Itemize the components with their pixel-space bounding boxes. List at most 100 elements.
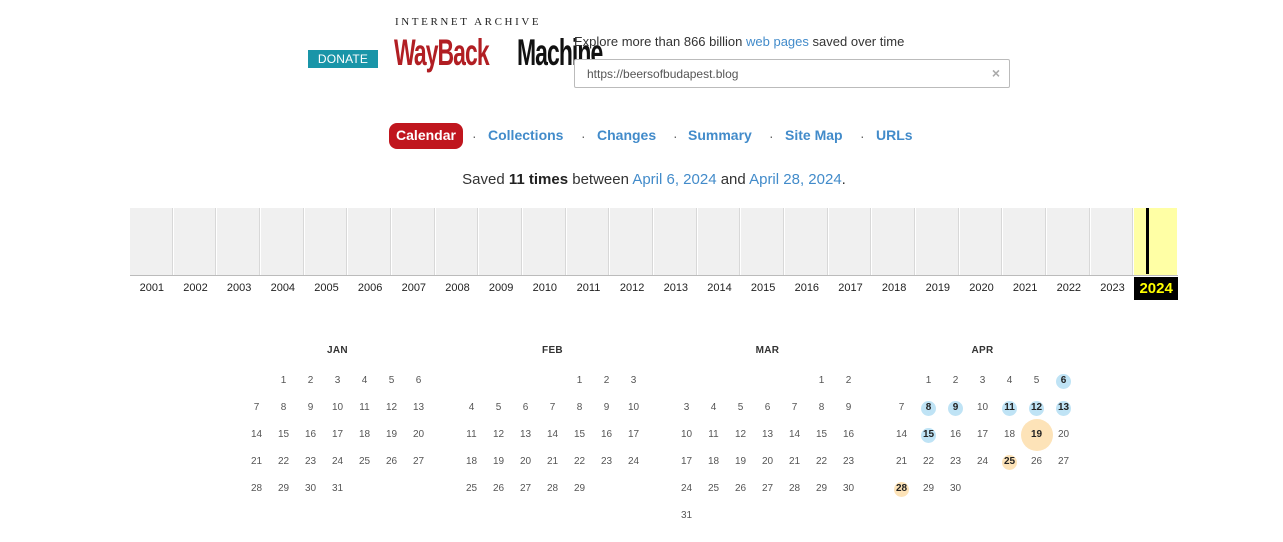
year-column-2023[interactable]: 2023 xyxy=(1090,208,1135,300)
calendar-day: 4 xyxy=(700,398,727,418)
day-number: 27 xyxy=(412,456,425,467)
donate-button[interactable]: DONATE xyxy=(308,50,378,68)
year-column-2007[interactable]: 2007 xyxy=(392,208,436,300)
year-column-2008[interactable]: 2008 xyxy=(435,208,480,300)
last-capture-link[interactable]: April 28, 2024 xyxy=(749,171,842,188)
year-column-2003[interactable]: 2003 xyxy=(217,208,261,300)
calendar-day: 13 xyxy=(754,425,781,445)
calendar-day-snapshot[interactable]: 12 xyxy=(1023,398,1050,418)
year-label: 2011 xyxy=(576,282,601,294)
calendar-day-snapshot[interactable]: 9 xyxy=(942,398,969,418)
year-column-2010[interactable]: 2010 xyxy=(523,208,567,300)
year-column-2013[interactable]: 2013 xyxy=(654,208,698,300)
calendar-day-snapshot[interactable]: 11 xyxy=(996,398,1023,418)
year-column-2022[interactable]: 2022 xyxy=(1047,208,1091,300)
year-column-2017[interactable]: 2017 xyxy=(828,208,873,300)
day-number: 5 xyxy=(495,402,502,413)
calendar-day: 19 xyxy=(485,452,512,472)
calendar-day: 29 xyxy=(808,479,835,499)
clear-search-icon[interactable]: × xyxy=(991,65,1000,81)
year-column-2024[interactable]: 2024 xyxy=(1134,208,1178,300)
year-column-2001[interactable]: 2001 xyxy=(130,208,174,300)
day-number: 21 xyxy=(895,456,908,467)
calendar-day-snapshot[interactable]: 25 xyxy=(996,452,1023,472)
year-label: 2017 xyxy=(838,282,863,294)
calendar-day-snapshot[interactable]: 15 xyxy=(915,425,942,445)
year-column-2009[interactable]: 2009 xyxy=(479,208,523,300)
year-column-2015[interactable]: 2015 xyxy=(741,208,785,300)
calendar-day-snapshot[interactable]: 13 xyxy=(1050,398,1077,418)
year-bar xyxy=(435,208,479,275)
year-bar xyxy=(217,208,260,275)
url-search-input[interactable] xyxy=(585,66,989,82)
logo-internet-archive-text: INTERNET ARCHIVE xyxy=(395,16,542,28)
first-capture-link[interactable]: April 6, 2024 xyxy=(632,171,717,188)
year-bar xyxy=(872,208,915,275)
calendar-day: 23 xyxy=(835,452,862,472)
summary-and: and xyxy=(720,171,746,188)
year-column-2005[interactable]: 2005 xyxy=(304,208,349,300)
day-number: 22 xyxy=(277,456,290,467)
year-column-2011[interactable]: 2011 xyxy=(566,208,611,300)
url-search-box: × xyxy=(574,59,1010,88)
calendar-day-snapshot[interactable]: 8 xyxy=(915,398,942,418)
day-number: 16 xyxy=(304,429,317,440)
year-column-2020[interactable]: 2020 xyxy=(959,208,1004,300)
calendar-day: 8 xyxy=(808,398,835,418)
calendar-day: 20 xyxy=(1050,425,1077,445)
year-bar xyxy=(523,208,566,275)
year-bar xyxy=(304,208,348,275)
day-number: 18 xyxy=(358,429,371,440)
calendar-day: 29 xyxy=(915,479,942,499)
tab-collections[interactable]: Collections xyxy=(488,127,564,143)
tagline-suffix: saved over time xyxy=(812,34,905,49)
day-number: 17 xyxy=(976,429,989,440)
calendar-day: 25 xyxy=(351,452,378,472)
year-column-2012[interactable]: 2012 xyxy=(610,208,654,300)
tab-separator: · xyxy=(769,128,774,144)
day-number: 4 xyxy=(468,402,475,413)
year-label: 2016 xyxy=(794,282,820,294)
tab-changes[interactable]: Changes xyxy=(597,127,657,143)
snapshot-marker xyxy=(1002,400,1017,416)
tab-site-map[interactable]: Site Map xyxy=(785,127,843,143)
year-column-2018[interactable]: 2018 xyxy=(872,208,916,300)
day-number: 21 xyxy=(250,456,263,467)
day-number: 23 xyxy=(949,456,962,467)
year-label: 2018 xyxy=(881,282,907,294)
calendar-day: 9 xyxy=(593,398,620,418)
web-pages-link[interactable]: web pages xyxy=(746,34,809,49)
calendar-day: 3 xyxy=(620,371,647,391)
year-column-2014[interactable]: 2014 xyxy=(697,208,742,300)
year-column-2006[interactable]: 2006 xyxy=(348,208,392,300)
calendar-day: 12 xyxy=(727,425,754,445)
calendar-day: 28 xyxy=(781,479,808,499)
tab-calendar[interactable]: Calendar xyxy=(389,123,463,149)
calendar-day-snapshot[interactable]: 19 xyxy=(1020,419,1053,451)
year-column-2019[interactable]: 2019 xyxy=(916,208,960,300)
calendar-day: 18 xyxy=(458,452,485,472)
calendar-day-snapshot[interactable]: 28 xyxy=(888,479,915,499)
year-column-2021[interactable]: 2021 xyxy=(1003,208,1047,300)
calendar-day: 24 xyxy=(969,452,996,472)
calendar-day-snapshot[interactable]: 6 xyxy=(1050,371,1077,391)
day-number: 4 xyxy=(1006,375,1013,386)
wayback-machine-logo[interactable]: INTERNET ARCHIVE WayBack Machine xyxy=(394,16,603,78)
day-number: 17 xyxy=(627,429,640,440)
calendar-day: 30 xyxy=(835,479,862,499)
year-bar xyxy=(566,208,610,275)
day-number: 14 xyxy=(250,429,263,440)
year-column-2016[interactable]: 2016 xyxy=(785,208,829,300)
tab-summary[interactable]: Summary xyxy=(688,127,752,143)
day-number: 24 xyxy=(680,483,693,494)
year-column-2002[interactable]: 2002 xyxy=(173,208,218,300)
year-timeline: 2001 2002 2003 2004 2005 2006 2007 2008 2009 2010… xyxy=(130,208,1178,300)
tab-urls[interactable]: URLs xyxy=(876,127,913,143)
calendar-day: 14 xyxy=(539,425,566,445)
calendar-day: 28 xyxy=(539,479,566,499)
year-column-2004[interactable]: 2004 xyxy=(261,208,305,300)
day-number: 15 xyxy=(922,429,935,440)
snapshot-marker xyxy=(894,481,909,497)
day-number: 28 xyxy=(546,483,559,494)
summary-between: between xyxy=(572,171,629,188)
